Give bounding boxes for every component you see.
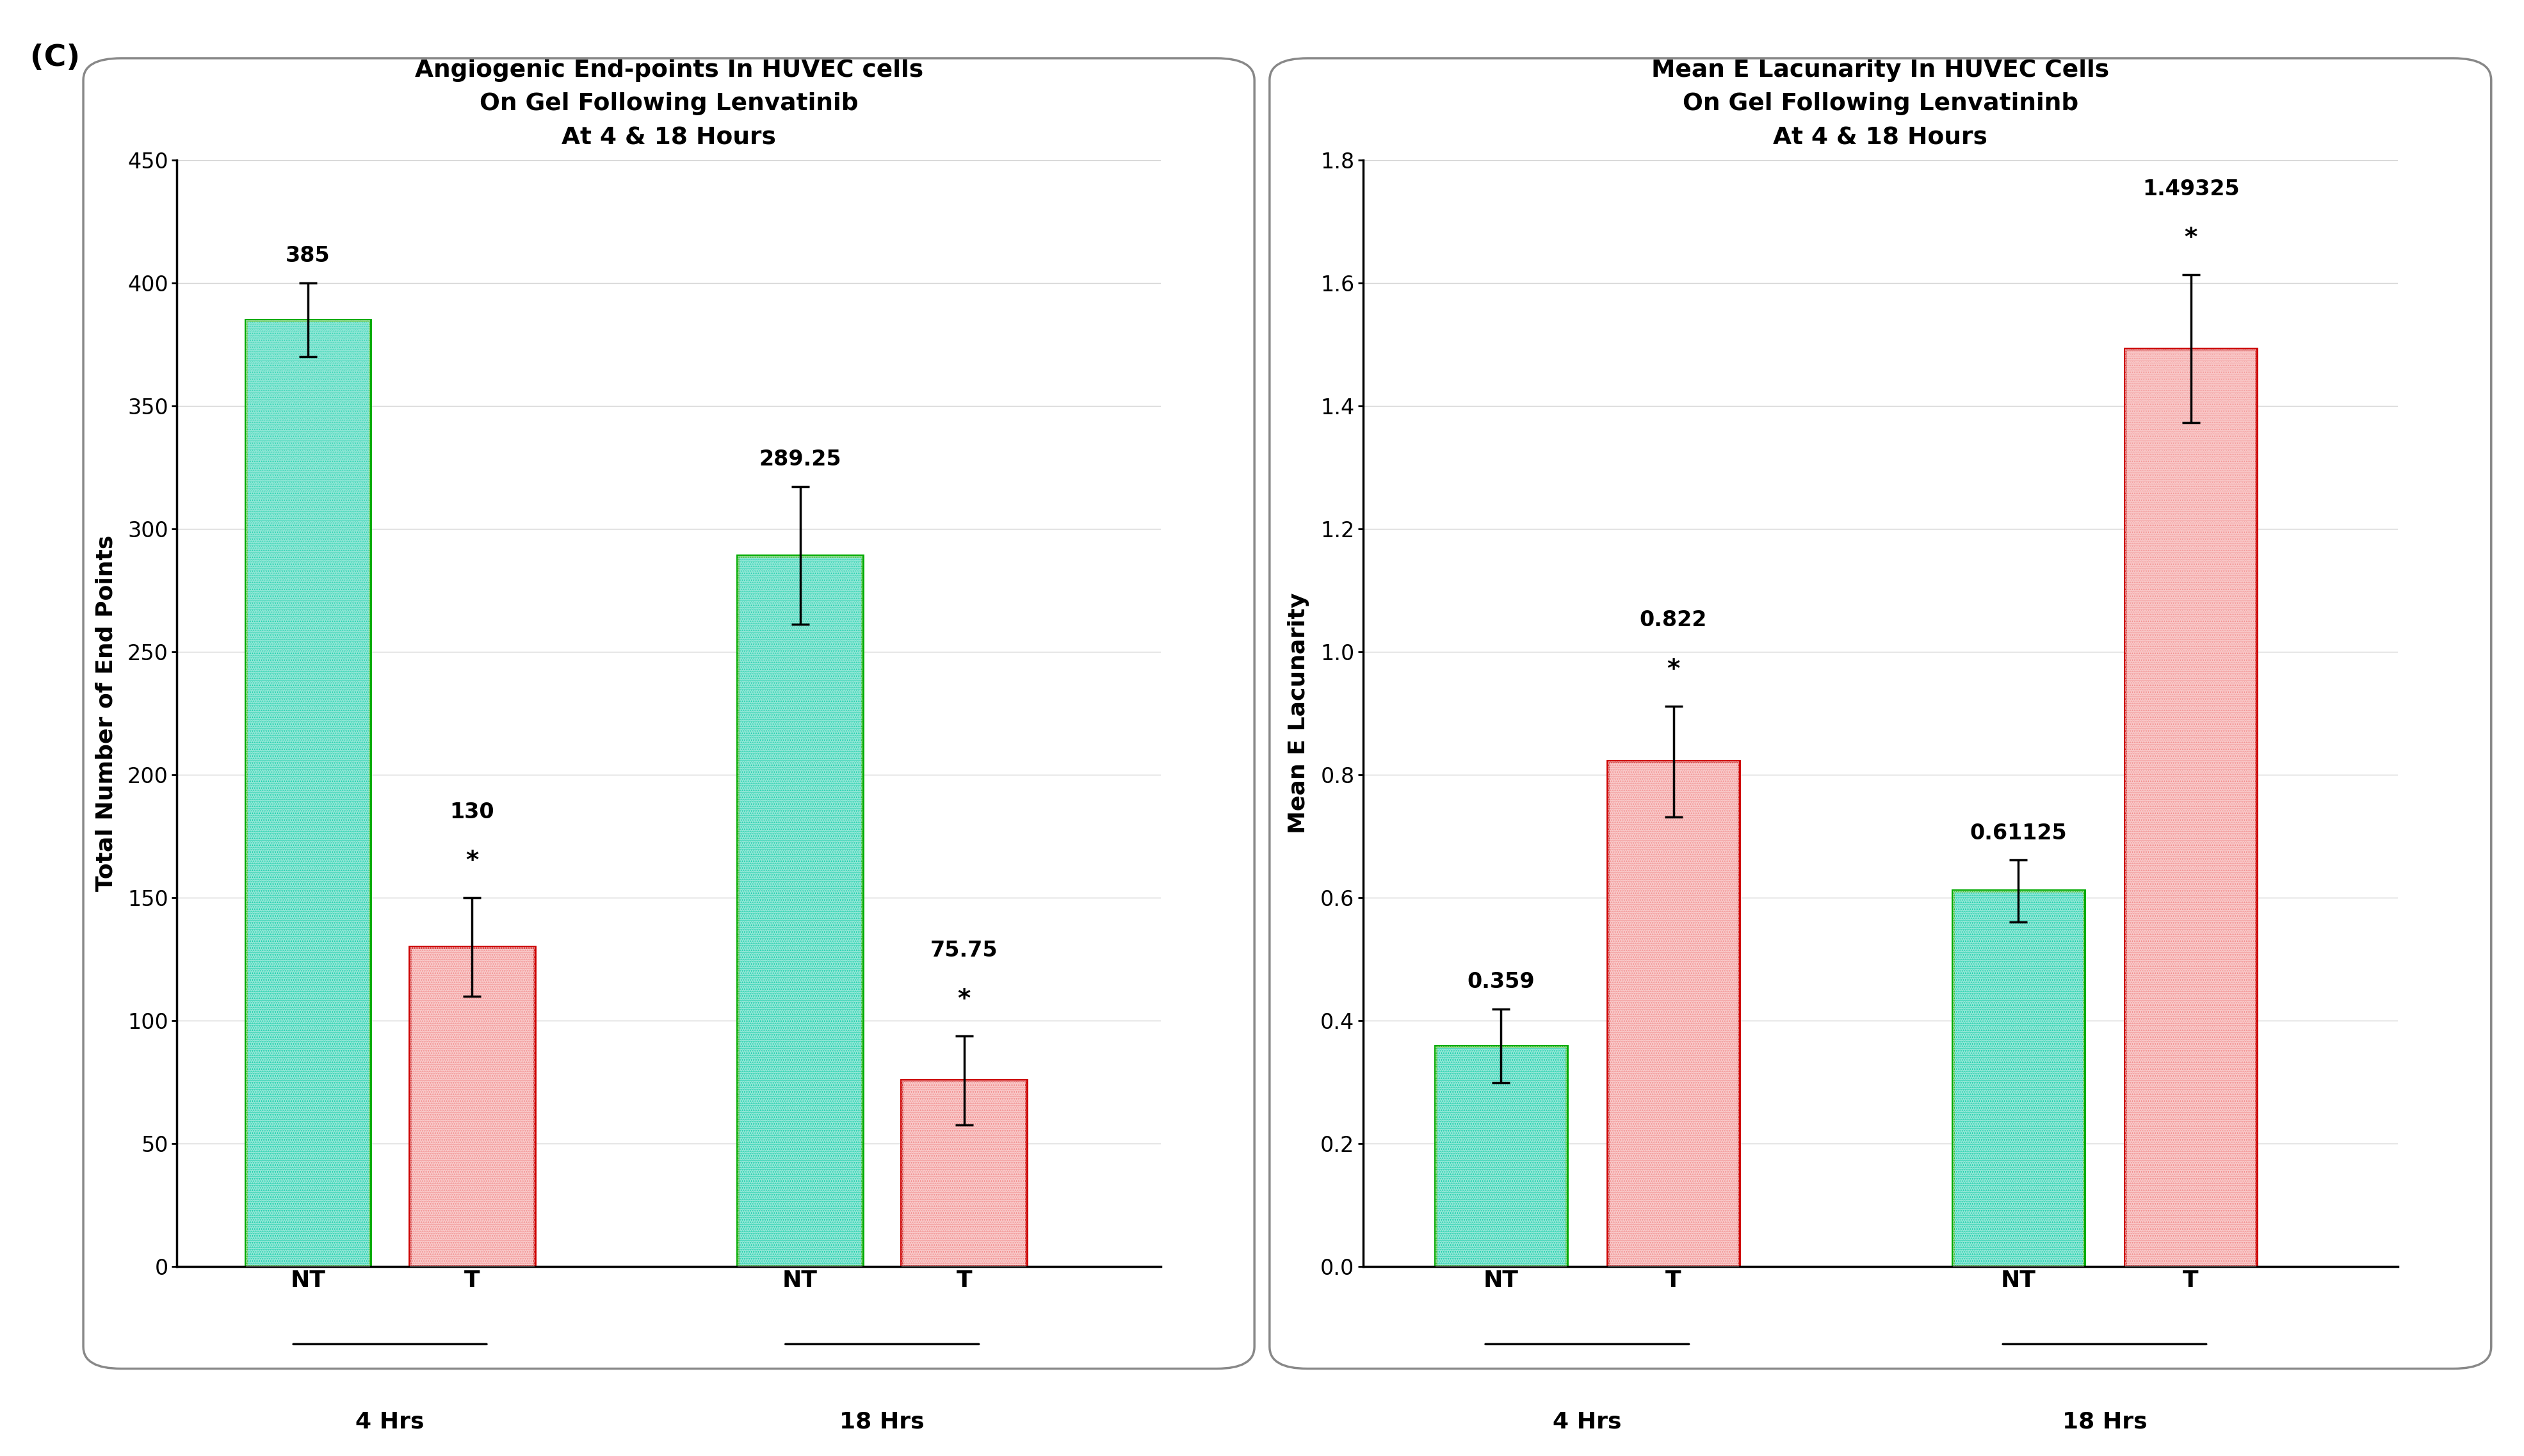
Text: 1.49325: 1.49325 — [2143, 179, 2239, 199]
Bar — [737, 555, 863, 1267]
Text: *: * — [1666, 658, 1681, 681]
Bar — [245, 320, 371, 1267]
Text: *: * — [2183, 226, 2198, 250]
Title: Angiogenic End-points In HUVEC cells
On Gel Following Lenvatinib
At 4 & 18 Hours: Angiogenic End-points In HUVEC cells On … — [414, 58, 924, 150]
Bar — [1608, 761, 1739, 1267]
Bar — [1954, 891, 2085, 1267]
Y-axis label: Total Number of End Points: Total Number of End Points — [96, 536, 116, 891]
Text: 130: 130 — [449, 801, 495, 823]
Bar — [2125, 349, 2256, 1267]
Bar — [409, 946, 535, 1267]
Bar — [1608, 761, 1739, 1267]
Text: *: * — [957, 987, 972, 1012]
Bar — [901, 1080, 1027, 1267]
Bar — [901, 1080, 1027, 1267]
Bar — [409, 946, 535, 1267]
Text: 4 Hrs: 4 Hrs — [356, 1411, 424, 1433]
Bar — [1954, 891, 2085, 1267]
Bar — [245, 320, 371, 1267]
Bar — [1436, 1045, 1567, 1267]
Text: 0.359: 0.359 — [1466, 971, 1535, 993]
Title: Mean E Lacunarity In HUVEC Cells
On Gel Following Lenvatininb
At 4 & 18 Hours: Mean E Lacunarity In HUVEC Cells On Gel … — [1651, 58, 2110, 150]
Text: 18 Hrs: 18 Hrs — [2062, 1411, 2148, 1433]
Text: 385: 385 — [285, 246, 331, 266]
Text: 0.61125: 0.61125 — [1969, 823, 2067, 843]
Bar — [737, 555, 863, 1267]
Text: (C): (C) — [30, 44, 81, 73]
Text: 75.75: 75.75 — [931, 939, 997, 961]
Bar — [2125, 349, 2256, 1267]
Text: 18 Hrs: 18 Hrs — [840, 1411, 924, 1433]
Text: 289.25: 289.25 — [760, 448, 840, 470]
Text: 4 Hrs: 4 Hrs — [1552, 1411, 1620, 1433]
Bar — [1436, 1045, 1567, 1267]
Text: *: * — [464, 849, 480, 874]
Text: 0.822: 0.822 — [1641, 610, 1706, 630]
Y-axis label: Mean E Lacunarity: Mean E Lacunarity — [1287, 593, 1310, 834]
